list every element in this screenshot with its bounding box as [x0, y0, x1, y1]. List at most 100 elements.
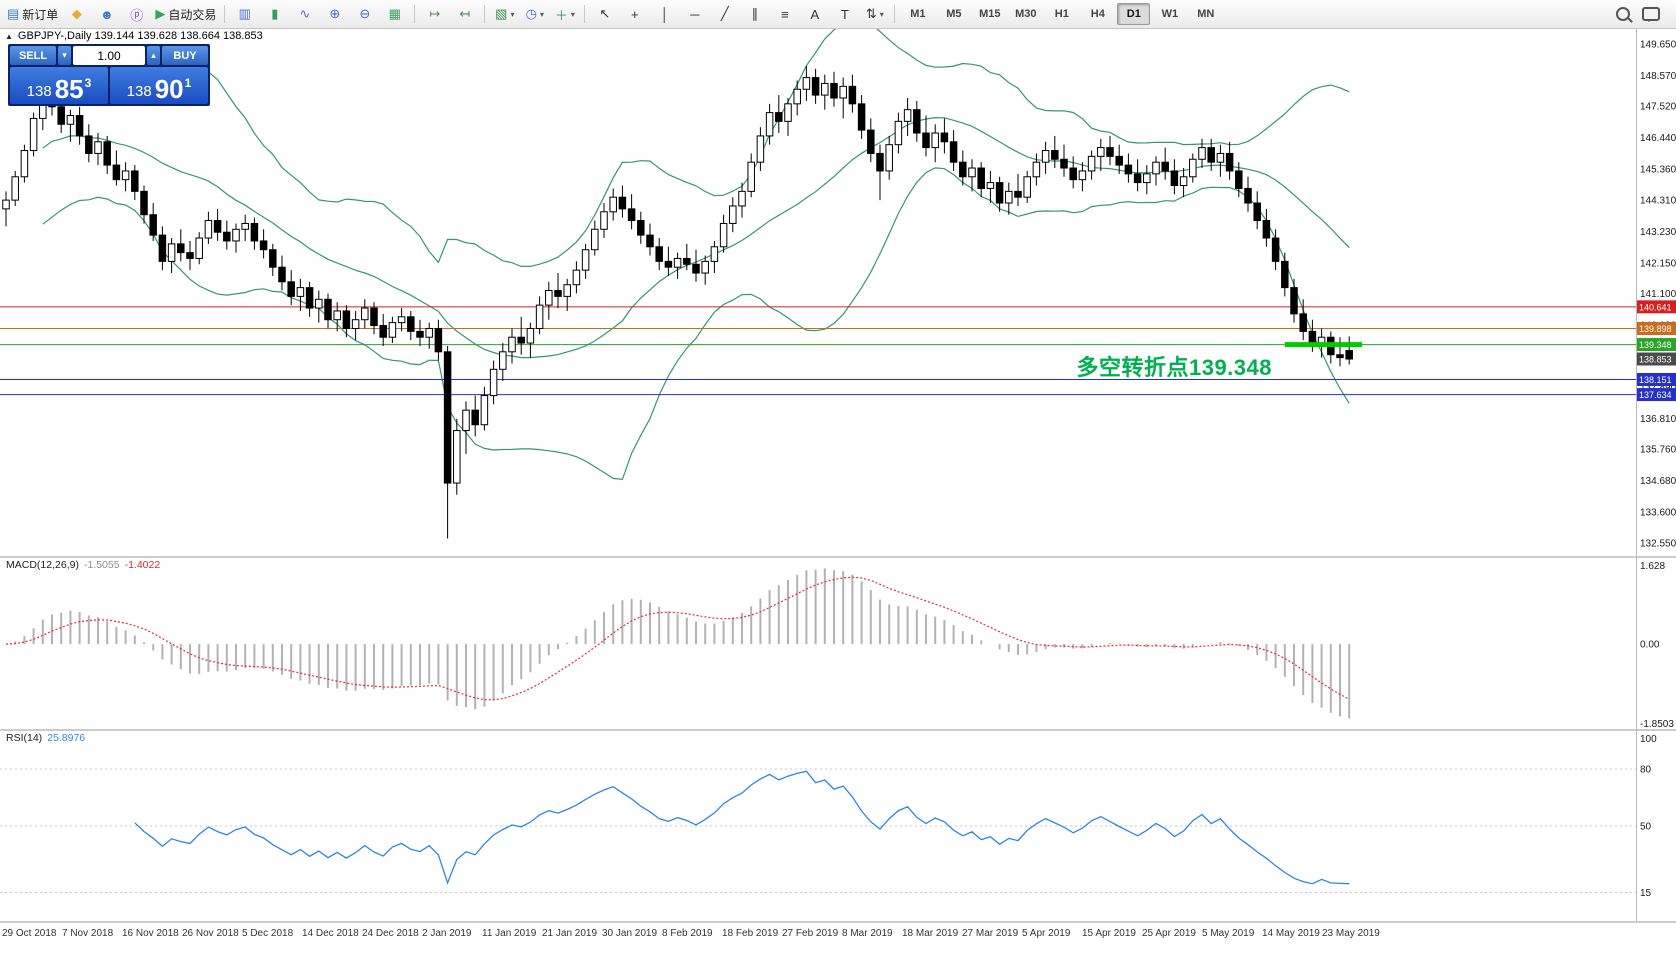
candle-body — [241, 222, 249, 230]
price-axis-label: 148.570 — [1640, 71, 1676, 82]
candle-body — [167, 243, 176, 262]
label-button[interactable]: T — [830, 3, 859, 25]
profiles-button[interactable]: ◷ ▾ — [520, 3, 549, 25]
buy-price-button[interactable]: 138 90 1 — [110, 67, 208, 104]
zoom-out-button[interactable]: ⊖ — [350, 3, 379, 25]
indicators-button-icon: ＋ — [554, 7, 568, 23]
timeframe-m1-button[interactable]: M1 — [910, 8, 926, 20]
candle-body — [885, 144, 893, 172]
candle-body — [940, 132, 949, 143]
toolbar-separator — [224, 5, 226, 23]
hline-button[interactable]: ─ — [680, 3, 709, 25]
main-chart-area[interactable] — [0, 28, 1636, 556]
chat-icon[interactable] — [1642, 7, 1660, 22]
search-icon[interactable] — [1616, 7, 1630, 21]
candle-body — [324, 298, 332, 321]
crosshair-button[interactable]: + — [620, 3, 649, 25]
date-axis-label: 26 Nov 2018 — [182, 928, 239, 939]
macd-panel-area[interactable] — [0, 558, 1636, 729]
rsi-panel-area[interactable] — [0, 731, 1636, 921]
zoom-in-button[interactable]: ⊕ — [320, 3, 349, 25]
candle-body — [756, 135, 765, 163]
turning-point-annotation[interactable]: 多空转折点139.348 — [1076, 355, 1272, 380]
sell-price-button[interactable]: 138 85 3 — [10, 67, 108, 104]
date-axis-label: 11 Jan 2019 — [482, 928, 537, 939]
tile-windows-button[interactable]: ▦ — [380, 3, 409, 25]
candle-body — [57, 106, 65, 125]
text-button-icon: A — [810, 6, 820, 22]
date-axis-label: 5 May 2019 — [1202, 928, 1255, 939]
timeframe-d1-button[interactable]: D1 — [1117, 3, 1151, 25]
volume-decrease-button[interactable]: ▾ — [58, 46, 71, 65]
price-axis-label: 145.360 — [1640, 165, 1676, 176]
trade-panel-controls: SELL ▾ 1.00 ▴ BUY — [10, 46, 208, 65]
candle-body — [1005, 190, 1013, 204]
candle-body — [1087, 155, 1096, 172]
candle-body — [839, 85, 847, 99]
timeframe-m5-button[interactable]: M5 — [946, 8, 962, 20]
candle-body — [903, 109, 912, 122]
trade-panel-prices: 138 85 3 138 90 1 — [10, 67, 208, 104]
candle-body — [1179, 176, 1188, 187]
new-chart-button[interactable]: ▧ ▾ — [490, 3, 519, 25]
new-order-button-icon: ▤ — [7, 6, 20, 21]
timeframe-h1-button[interactable]: H1 — [1054, 8, 1069, 20]
chart-shift-button[interactable]: ↤ — [450, 3, 479, 25]
community-button-icon: ☻ — [99, 6, 114, 22]
candle-body — [1124, 164, 1133, 175]
date-axis-label: 29 Oct 2018 — [2, 928, 57, 939]
cursor-button[interactable]: ↖ — [590, 3, 619, 25]
volume-input[interactable]: 1.00 — [73, 46, 145, 65]
trendline-button[interactable]: ╱ — [710, 3, 739, 25]
vline-button[interactable]: │ — [650, 3, 679, 25]
candle-body — [894, 120, 903, 146]
candle-body — [830, 82, 838, 99]
candle-body — [186, 252, 194, 259]
one-click-collapse-icon[interactable]: ▲ — [5, 31, 13, 41]
program-button[interactable]: ⓟ — [122, 3, 151, 25]
price-tag — [1637, 322, 1676, 336]
sell-price-figure: 138 — [26, 83, 52, 100]
new-order-button[interactable]: ▤ 新订单 — [4, 3, 61, 25]
mql5-button[interactable]: ◆ — [62, 3, 91, 25]
candle-chart-button[interactable]: ▮ — [260, 3, 289, 25]
candle-body — [1262, 220, 1271, 239]
candle-body — [949, 141, 958, 163]
fibonacci-button[interactable]: ≡ — [770, 3, 799, 25]
indicators-button[interactable]: ＋ ▾ — [550, 3, 579, 25]
line-chart-button[interactable]: ∿ — [290, 3, 319, 25]
timeframe-m30-button[interactable]: M30 — [1015, 8, 1037, 20]
buy-button[interactable]: BUY — [162, 46, 208, 65]
timeframe-w1-button[interactable]: W1 — [1161, 8, 1179, 20]
toolbar-right — [1616, 7, 1672, 22]
candle-body — [692, 263, 700, 274]
autotrading-button[interactable]: ▶ 自动交易 — [152, 3, 219, 25]
auto-scroll-button[interactable]: ↦ — [420, 3, 449, 25]
indicators-button-caret-icon: ▾ — [570, 9, 575, 19]
timeframe-m15-button[interactable]: M15 — [979, 8, 1001, 20]
price-axis-label: 144.310 — [1640, 195, 1676, 206]
text-button[interactable]: A — [800, 3, 829, 25]
channel-button[interactable]: ∥ — [740, 3, 769, 25]
date-axis-label: 8 Mar 2019 — [842, 928, 893, 939]
community-button[interactable]: ☻ — [92, 3, 121, 25]
candle-body — [1216, 152, 1225, 163]
candle-body — [1106, 147, 1114, 157]
price-tag-label: 138.151 — [1639, 375, 1672, 385]
bar-chart-button[interactable]: ▥ — [230, 3, 259, 25]
date-axis-label: 18 Feb 2019 — [722, 928, 779, 939]
shapes-button[interactable]: ⇅ ▾ — [860, 3, 889, 25]
toolbar-separator — [894, 5, 896, 23]
timeframe-mn-button[interactable]: MN — [1197, 8, 1215, 20]
candle-body — [867, 129, 875, 154]
candle-body — [1115, 155, 1123, 166]
candle-body — [11, 176, 19, 201]
sell-button[interactable]: SELL — [10, 46, 56, 65]
candle-body — [563, 284, 571, 297]
timeframe-h4-button[interactable]: H4 — [1090, 8, 1105, 20]
toolbar-separator — [414, 5, 416, 23]
volume-increase-button[interactable]: ▴ — [147, 46, 160, 65]
price-axis-label: 149.650 — [1640, 40, 1676, 51]
rsi-axis-label: 15 — [1640, 888, 1652, 899]
